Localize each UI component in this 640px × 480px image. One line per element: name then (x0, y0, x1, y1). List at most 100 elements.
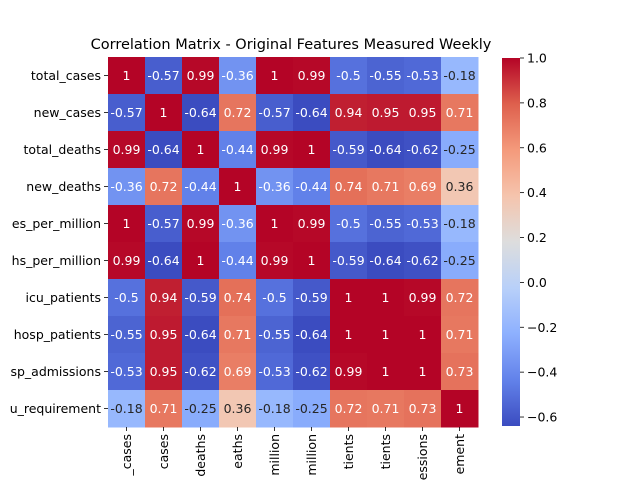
heatmap-cell (293, 353, 331, 391)
heatmap-cell (293, 57, 331, 95)
heatmap-cell (441, 205, 479, 243)
cell-value-label: -0.53 (406, 68, 438, 83)
cell-value-label: 1 (382, 364, 390, 379)
heatmap-cell (404, 94, 442, 132)
cell-value-label: -0.57 (258, 105, 290, 120)
column-label: ement (452, 434, 467, 474)
heatmap-cell (256, 353, 294, 391)
column-label: essions (415, 434, 430, 480)
cell-value-label: -0.44 (184, 179, 216, 194)
heatmap-cell (256, 57, 294, 95)
cell-value-label: -0.57 (110, 105, 142, 120)
heatmap-cell (219, 242, 257, 280)
heatmap-cell (256, 390, 294, 428)
cell-value-label: -0.59 (184, 290, 216, 305)
cell-value-label: 0.71 (224, 327, 252, 342)
heatmap-cell (182, 205, 220, 243)
cell-value-label: 0.74 (335, 179, 363, 194)
column-label: deaths (193, 434, 208, 477)
cell-value-label: 0.71 (150, 401, 178, 416)
heatmap-cell (219, 94, 257, 132)
heatmap-cell (256, 168, 294, 206)
colorbar-gradient (502, 58, 520, 426)
heatmap-cell (293, 131, 331, 169)
heatmap-cell (145, 242, 183, 280)
cell-value-label: -0.64 (369, 253, 401, 268)
cell-value-label: 1 (271, 216, 279, 231)
cell-value-label: 0.74 (224, 290, 252, 305)
heatmap-cell (404, 205, 442, 243)
cell-value-label: 0.99 (335, 364, 363, 379)
heatmap-cell (293, 390, 331, 428)
chart-title: Correlation Matrix - Original Features M… (91, 37, 492, 53)
heatmap-cell (330, 279, 368, 317)
heatmap-cell (330, 168, 368, 206)
cell-value-label: -0.36 (221, 216, 253, 231)
cell-value-label: -0.55 (110, 327, 142, 342)
heatmap-cell (182, 131, 220, 169)
heatmap-cell (145, 316, 183, 354)
heatmap-cell (145, 57, 183, 95)
row-label: new_cases (34, 105, 101, 120)
heatmap-cell (219, 205, 257, 243)
cell-value-label: -0.44 (221, 142, 253, 157)
heatmap-cell (219, 279, 257, 317)
heatmap-cell (330, 242, 368, 280)
heatmap-cell (219, 316, 257, 354)
row-labels: total_cases new_cases total_deaths new_deat… (10, 68, 108, 416)
cell-value-label: -0.53 (406, 216, 438, 231)
heatmap-cell (108, 390, 146, 428)
heatmap-cell (293, 316, 331, 354)
cell-value-label: 1 (308, 253, 316, 268)
cell-value-label: 0.71 (446, 105, 474, 120)
cell-value-label: -0.36 (221, 68, 253, 83)
cell-value-label: -0.5 (336, 68, 360, 83)
cell-value-label: -0.25 (443, 253, 475, 268)
colorbar-tick-label: 0.0 (527, 275, 547, 290)
cell-value-label: -0.36 (110, 179, 142, 194)
heatmap-cell (256, 242, 294, 280)
cell-value-label: 0.99 (261, 142, 289, 157)
heatmap-cell (182, 94, 220, 132)
heatmap-cell (293, 205, 331, 243)
cell-value-label: 1 (382, 327, 390, 342)
cell-value-label: 0.99 (261, 253, 289, 268)
cell-value-label: 0.95 (150, 327, 178, 342)
heatmap-cell (256, 279, 294, 317)
cell-value-label: 0.73 (446, 364, 474, 379)
colorbar-tick-label: −0.2 (527, 320, 557, 335)
colorbar-tick-label: −0.6 (527, 410, 557, 425)
row-label: hs_per_million (12, 253, 101, 268)
cell-value-label: -0.62 (184, 364, 216, 379)
colorbar-tick-label: 0.8 (527, 95, 547, 110)
heatmap-cell (404, 390, 442, 428)
heatmap-cell (145, 131, 183, 169)
heatmap-cell (145, 94, 183, 132)
cell-value-label: 0.71 (372, 179, 400, 194)
heatmap-cell (219, 57, 257, 95)
cell-value-label: -0.62 (406, 142, 438, 157)
heatmap-cell (404, 131, 442, 169)
cell-value-label: 1 (345, 327, 353, 342)
heatmap-cell (108, 168, 146, 206)
heatmap-cell (330, 131, 368, 169)
cell-value-label: 0.99 (187, 68, 215, 83)
heatmap-cell (182, 390, 220, 428)
heatmap-cell (182, 242, 220, 280)
heatmap-cell (330, 205, 368, 243)
heatmap-cell (219, 131, 257, 169)
colorbar: 1.0 0.8 0.6 0.4 0.2 0.0 −0.2 −0.4 −0.6 (502, 51, 557, 426)
cell-value-label: 0.99 (409, 290, 437, 305)
heatmap-cell (367, 168, 405, 206)
heatmap-cell (256, 131, 294, 169)
column-label: million (304, 434, 319, 476)
cell-value-label: -0.18 (110, 401, 142, 416)
cell-value-label: 1 (419, 327, 427, 342)
cell-value-label: 1 (197, 253, 205, 268)
row-label: new_deaths (26, 179, 101, 194)
cell-value-label: -0.18 (443, 68, 475, 83)
heatmap-cell (293, 242, 331, 280)
heatmap-cell (108, 353, 146, 391)
column-label: eaths (230, 434, 245, 469)
